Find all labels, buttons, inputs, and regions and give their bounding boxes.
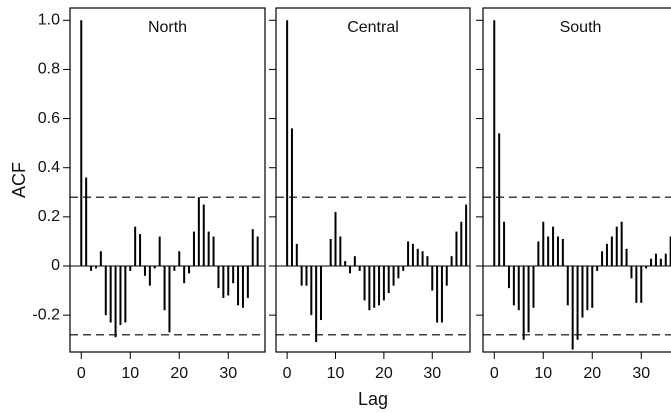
y-tick-label: 0 [51, 257, 60, 274]
panel-title: Central [347, 19, 399, 36]
y-tick-label: 0.8 [38, 61, 60, 78]
x-tick-label: 0 [77, 365, 86, 382]
x-tick-label: 30 [632, 365, 650, 382]
x-tick-label: 20 [375, 365, 393, 382]
x-tick-label: 30 [423, 365, 441, 382]
y-tick-label: -0.2 [32, 306, 60, 323]
panel-frame [275, 7, 471, 353]
panel-frame [69, 7, 266, 353]
x-tick-label: 10 [121, 365, 139, 382]
x-tick-label: 0 [283, 365, 292, 382]
y-tick-label: 0.2 [38, 208, 60, 225]
panel-title: North [148, 19, 187, 36]
x-axis-label: Lag [358, 389, 388, 409]
x-tick-label: 20 [170, 365, 188, 382]
y-tick-label: 1.0 [38, 12, 60, 29]
panel-title: South [560, 19, 602, 36]
x-tick-label: 10 [327, 365, 345, 382]
x-tick-label: 20 [583, 365, 601, 382]
x-tick-label: 0 [490, 365, 499, 382]
panel-frame [482, 7, 671, 353]
y-axis-label: ACF [9, 162, 29, 198]
y-tick-label: 0.4 [38, 159, 60, 176]
y-tick-label: 0.6 [38, 110, 60, 127]
x-tick-label: 10 [534, 365, 552, 382]
x-tick-label: 30 [219, 365, 237, 382]
